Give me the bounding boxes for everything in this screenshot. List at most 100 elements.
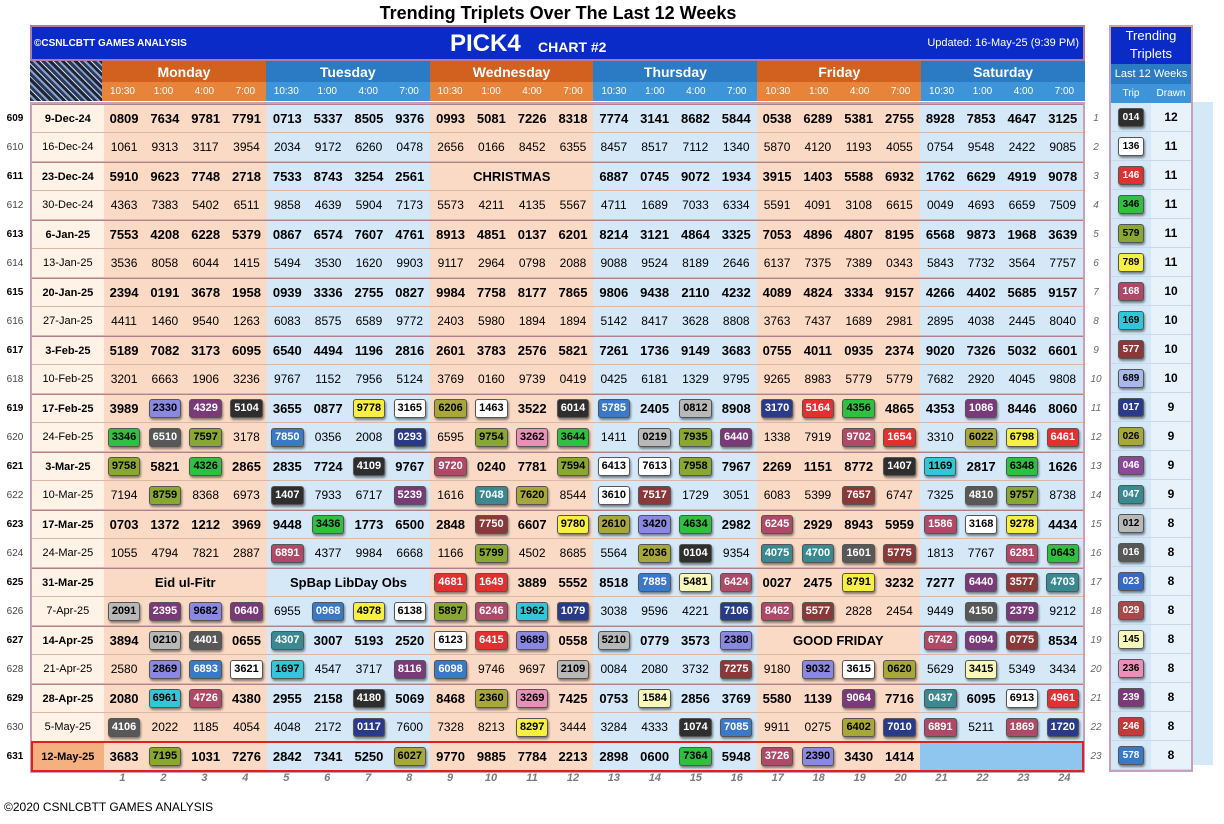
trending-row: 012 8 [1111, 509, 1191, 538]
draw-cell: 2561 [389, 163, 431, 190]
draw-cell: 8928 [919, 105, 961, 132]
draw-cell: 0084 [593, 655, 635, 683]
draw-cell: 3769 [715, 685, 757, 712]
draw-cell: 4700 [797, 539, 839, 567]
drawn-count: 11 [1151, 219, 1191, 247]
triplet-highlight: 9720 [434, 457, 467, 476]
column-number: 4 [242, 772, 249, 784]
trend-rank: 9 [1093, 345, 1099, 356]
draw-cell: 2454 [879, 597, 920, 625]
draw-cell: 9702 [838, 423, 880, 451]
draw-cell: 2718 [226, 163, 267, 190]
triplet-highlight: 7010 [883, 717, 916, 737]
draw-cell: 3108 [838, 191, 880, 219]
draw-cell: 3121 [634, 221, 676, 248]
draw-cell: 1055 [103, 539, 145, 567]
trending-row: 146 11 [1111, 161, 1191, 190]
trip-cell: 789 [1111, 248, 1151, 276]
column-number: 14 [648, 772, 661, 784]
triplet-highlight: 7958 [679, 457, 712, 476]
trending-row: 029 8 [1111, 596, 1191, 625]
draw-cell: 5821 [552, 337, 594, 364]
draw-cell: 6044 [185, 249, 227, 277]
draw-cell: 2848 [430, 511, 471, 538]
draw-cell: 1720 [1042, 713, 1084, 741]
triplet-highlight: 2330 [148, 399, 182, 418]
triplet-highlight: 6245 [760, 515, 794, 534]
draw-cell: 0275 [797, 713, 839, 741]
draw-cell: 4703 [1042, 569, 1084, 596]
draw-cell: 4353 [919, 395, 961, 422]
trend-rank: 23 [1090, 751, 1102, 762]
draw-number: 624 [6, 548, 24, 559]
draw-cell: 3125 [1042, 105, 1084, 132]
table-row: 6-Jan-25 7553 4208 6228 5379 0867 6574 7607 4761… [32, 220, 1084, 249]
draw-number: 610 [6, 142, 24, 153]
draw-cell: 3989 [103, 395, 145, 422]
trip-column-header: Trip [1122, 88, 1140, 99]
triplet-highlight: 6027 [393, 747, 426, 766]
triplet-highlight: 1697 [271, 659, 304, 679]
draw-cell: 9808 [1042, 365, 1084, 393]
draw-cell: 1736 [634, 337, 676, 364]
trend-rank: 6 [1093, 258, 1099, 269]
trip-badge: 017 [1118, 397, 1144, 417]
triplet-highlight: 6913 [1005, 689, 1039, 708]
time-header: 10:30 [102, 82, 143, 101]
draw-cell: 2828 [838, 597, 880, 625]
draw-cell: 7935 [675, 423, 716, 451]
triplet-highlight: 6014 [556, 399, 590, 418]
time-header: 10:30 [429, 82, 471, 101]
triplet-highlight: 0775 [1005, 631, 1039, 650]
draw-cell: 3783 [470, 337, 512, 364]
table-row: 28-Apr-25 2080 6961 4726 4380 2955 2158 4180 506… [32, 684, 1084, 713]
draw-cell: 7509 [1042, 191, 1084, 219]
table-row: 23-Dec-24 5910 9623 7748 2718 7533 8743 3254 256… [32, 162, 1084, 191]
triplet-highlight: 9758 [107, 457, 141, 476]
trending-row: 014 12 [1111, 103, 1191, 132]
row-date: 17-Feb-25 [32, 395, 104, 422]
triplet-highlight: 7850 [271, 427, 304, 447]
draw-cell: 1414 [879, 743, 920, 770]
trip-cell: 016 [1111, 538, 1151, 566]
draw-cell: 9088 [593, 249, 635, 277]
draw-cell: 4075 [756, 539, 798, 567]
trend-rank: 5 [1093, 229, 1099, 240]
draw-cell: 9064 [838, 685, 880, 712]
draw-cell: 9806 [593, 279, 635, 306]
draw-cell: 7758 [470, 279, 512, 306]
trend-rank: 12 [1090, 432, 1102, 443]
draw-cell: 2816 [389, 337, 431, 364]
triplet-highlight: 0643 [1046, 543, 1079, 563]
trip-cell: 046 [1111, 451, 1151, 479]
draw-cell: 3564 [1001, 249, 1043, 277]
triplet-highlight: 6094 [964, 631, 998, 650]
draw-cell: 2869 [144, 655, 186, 683]
draw-cell: 5379 [226, 221, 267, 248]
draw-cell: 5124 [389, 365, 431, 393]
triplet-highlight: 5239 [393, 485, 426, 505]
row-date: 21-Apr-25 [32, 655, 104, 683]
trend-rank: 15 [1090, 519, 1102, 530]
drawn-count: 8 [1151, 654, 1191, 682]
column-number: 15 [689, 772, 702, 784]
column-number: 18 [812, 772, 825, 784]
draw-cell: 7724 [307, 453, 349, 480]
draw-cell: 9212 [1042, 597, 1084, 625]
draw-cell: 7383 [144, 191, 186, 219]
trending-row: 026 9 [1111, 422, 1191, 451]
draw-cell: 6137 [756, 249, 798, 277]
time-header: 7:00 [716, 82, 758, 101]
draw-cell: 9020 [919, 337, 961, 364]
draw-cell: 3262 [511, 423, 553, 451]
draw-cell: 8297 [511, 713, 553, 741]
trip-cell: 236 [1111, 654, 1151, 682]
draw-cell: 5959 [879, 511, 920, 538]
column-number: 9 [447, 772, 454, 784]
draw-cell: 3954 [226, 133, 267, 161]
draw-cell: 2088 [552, 249, 594, 277]
triplet-highlight: 7085 [720, 717, 753, 737]
trip-cell: 689 [1111, 364, 1151, 392]
draw-cell: 7597 [185, 423, 227, 451]
draw-cell: 3165 [389, 395, 431, 422]
